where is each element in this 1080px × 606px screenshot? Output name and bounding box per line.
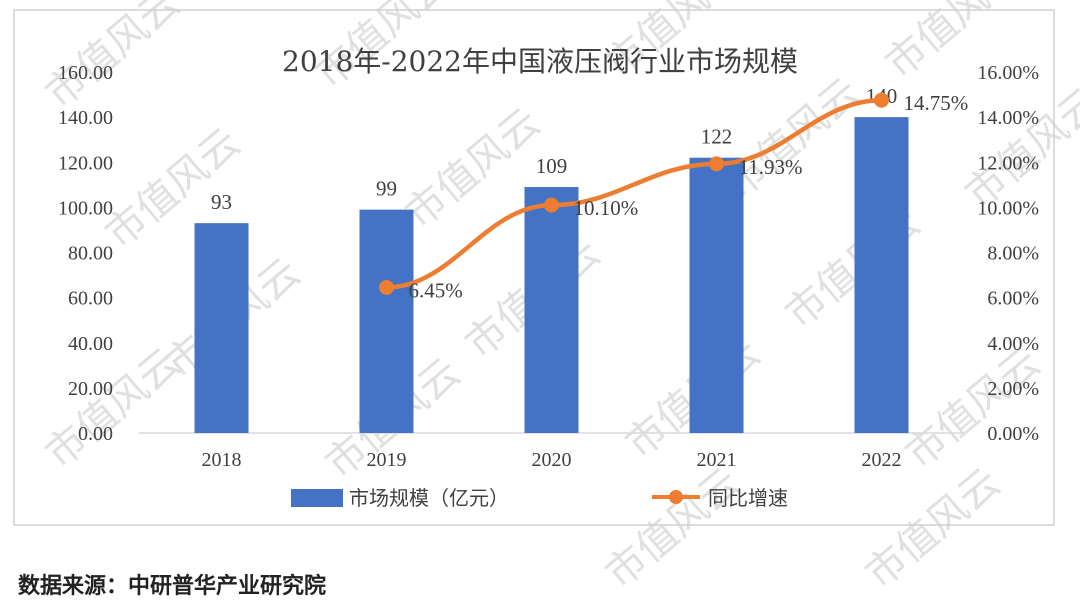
line-series: 6.45% 10.10% 11.93% 14.75% xyxy=(379,91,968,302)
line-value-label: 6.45% xyxy=(409,278,463,302)
line-value-label: 10.10% xyxy=(574,196,639,220)
line-point xyxy=(709,156,724,172)
x-tick-label: 2021 xyxy=(697,449,737,471)
left-axis: 0.00 20.00 40.00 60.00 80.00 100.00 120.00 140.… xyxy=(58,62,113,445)
bar-value-label: 93 xyxy=(211,190,232,214)
right-axis: 0.00% 2.00% 4.00% 6.00% 8.00% 10.00% 12.00% 14.… xyxy=(977,62,1039,445)
left-tick-label: 140.00 xyxy=(58,107,113,129)
right-tick-label: 6.00% xyxy=(987,288,1039,310)
line-value-label: 11.93% xyxy=(739,155,803,179)
right-tick-label: 2.00% xyxy=(987,378,1039,400)
chart-title: 2018年-2022年中国液压阀行业市场规模 xyxy=(282,45,798,78)
left-tick-label: 0.00 xyxy=(78,423,113,445)
right-tick-label: 16.00% xyxy=(977,62,1039,84)
left-tick-label: 40.00 xyxy=(68,333,113,355)
right-tick-label: 8.00% xyxy=(987,243,1039,265)
source-note: 数据来源：中研普华产业研究院 xyxy=(18,574,327,599)
bar-value-label: 99 xyxy=(376,177,397,201)
watermark-text: 市值风云 xyxy=(37,340,189,478)
growth-line xyxy=(386,97,882,290)
chart-frame xyxy=(13,9,1055,526)
right-tick-label: 14.00% xyxy=(977,107,1039,129)
legend: 市场规模（亿元） 同比增速 xyxy=(291,486,788,510)
watermark-text: 市值风云 xyxy=(37,0,189,118)
line-point xyxy=(544,197,559,213)
x-axis: 2018 2019 2020 2021 2022 xyxy=(202,449,902,471)
bar-value-label: 122 xyxy=(701,125,733,149)
left-tick-label: 120.00 xyxy=(58,152,113,174)
bar-value-label: 109 xyxy=(536,154,568,178)
left-tick-label: 80.00 xyxy=(68,243,113,265)
right-tick-label: 4.00% xyxy=(987,333,1039,355)
right-tick-label: 12.00% xyxy=(977,152,1039,174)
right-tick-label: 10.00% xyxy=(977,197,1039,219)
x-tick-label: 2019 xyxy=(367,449,407,471)
watermark-text: 市值风云 xyxy=(857,460,1009,598)
line-value-label: 14.75% xyxy=(904,91,969,115)
x-tick-label: 2020 xyxy=(532,449,572,471)
legend-line-marker xyxy=(669,490,683,504)
legend-bar-label: 市场规模（亿元） xyxy=(349,486,509,510)
watermark-text: 市值风云 xyxy=(897,340,1049,478)
left-tick-label: 160.00 xyxy=(58,62,113,84)
watermark-text: 市值风云 xyxy=(597,460,749,598)
bar-series xyxy=(194,117,909,434)
bar xyxy=(689,157,744,434)
left-tick-label: 60.00 xyxy=(68,288,113,310)
bar xyxy=(524,187,579,433)
line-point xyxy=(874,92,889,108)
legend-line-label: 同比增速 xyxy=(708,486,788,510)
x-tick-label: 2022 xyxy=(862,449,902,471)
legend-bar-swatch xyxy=(291,489,343,507)
right-tick-label: 0.00% xyxy=(987,423,1039,445)
bar xyxy=(854,117,909,433)
bar xyxy=(194,223,249,433)
x-tick-label: 2018 xyxy=(202,449,242,471)
left-tick-label: 100.00 xyxy=(58,197,113,219)
bar xyxy=(359,209,414,433)
left-tick-label: 20.00 xyxy=(68,378,113,400)
line-point xyxy=(379,279,394,295)
